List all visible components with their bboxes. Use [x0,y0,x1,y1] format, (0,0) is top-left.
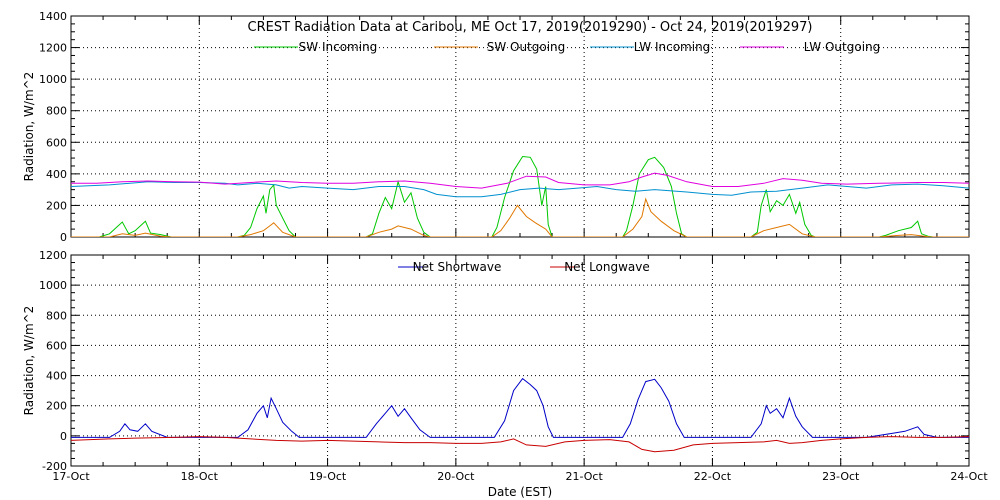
y-tick-label: 0 [60,231,67,244]
legend-label: Net Longwave [564,260,650,274]
x-tick-label: 22-Oct [694,470,732,483]
y-tick-label: 600 [46,136,67,149]
x-tick-label: 24-Oct [950,470,988,483]
legend-label: SW Incoming [299,40,378,54]
y-tick-label: 400 [46,370,67,383]
y-tick-label: 200 [46,400,67,413]
x-tick-label: 17-Oct [52,470,90,483]
x-tick-label: 18-Oct [181,470,219,483]
series-line-sw-incoming [71,155,969,237]
x-tick-label: 23-Oct [822,470,860,483]
y-tick-label: 1200 [39,42,67,55]
chart-title: CREST Radiation Data at Caribou, ME Oct … [248,20,813,35]
series-line-lw-outgoing [71,172,969,189]
y-tick-label: 400 [46,168,67,181]
x-tick-label: 20-Oct [437,470,475,483]
y-axis-label: Radiation, W/m^2 [22,72,36,182]
y-tick-label: -200 [42,460,67,473]
x-axis-label: Date (EST) [488,485,552,499]
series-line-sw-outgoing [71,197,969,237]
y-tick-label: 800 [46,309,67,322]
panel-1: 0 200 400 600 800 1000 1200 1400 Radiation, W/m^… [22,10,970,244]
y-tick-label: 1200 [39,249,67,262]
legend-label: LW Outgoing [804,40,881,54]
legend-label: LW Incoming [634,40,711,54]
series-line-net-longwave [71,436,969,453]
y-tick-label: 600 [46,339,67,352]
y-tick-label: 0 [60,430,67,443]
y-axis-label: Radiation, W/m^2 [22,306,36,416]
y-tick-label: 800 [46,105,67,118]
y-tick-label: 200 [46,199,67,212]
y-tick-label: 1000 [39,279,67,292]
y-tick-label: 1400 [39,10,67,23]
series-line-lw-incoming [71,181,969,198]
legend-label: Net Shortwave [413,260,502,274]
legend-label: SW Outgoing [487,40,566,54]
x-tick-label: 19-Oct [309,470,347,483]
x-tick-label: 21-Oct [565,470,603,483]
y-tick-label: 1000 [39,73,67,86]
panel-2: -200 0 200 400 600 800 1000 1200 17-Oct 18-Oct 19-… [22,249,988,499]
series-line-net-shortwave [71,377,969,438]
plot-frame [70,254,970,467]
